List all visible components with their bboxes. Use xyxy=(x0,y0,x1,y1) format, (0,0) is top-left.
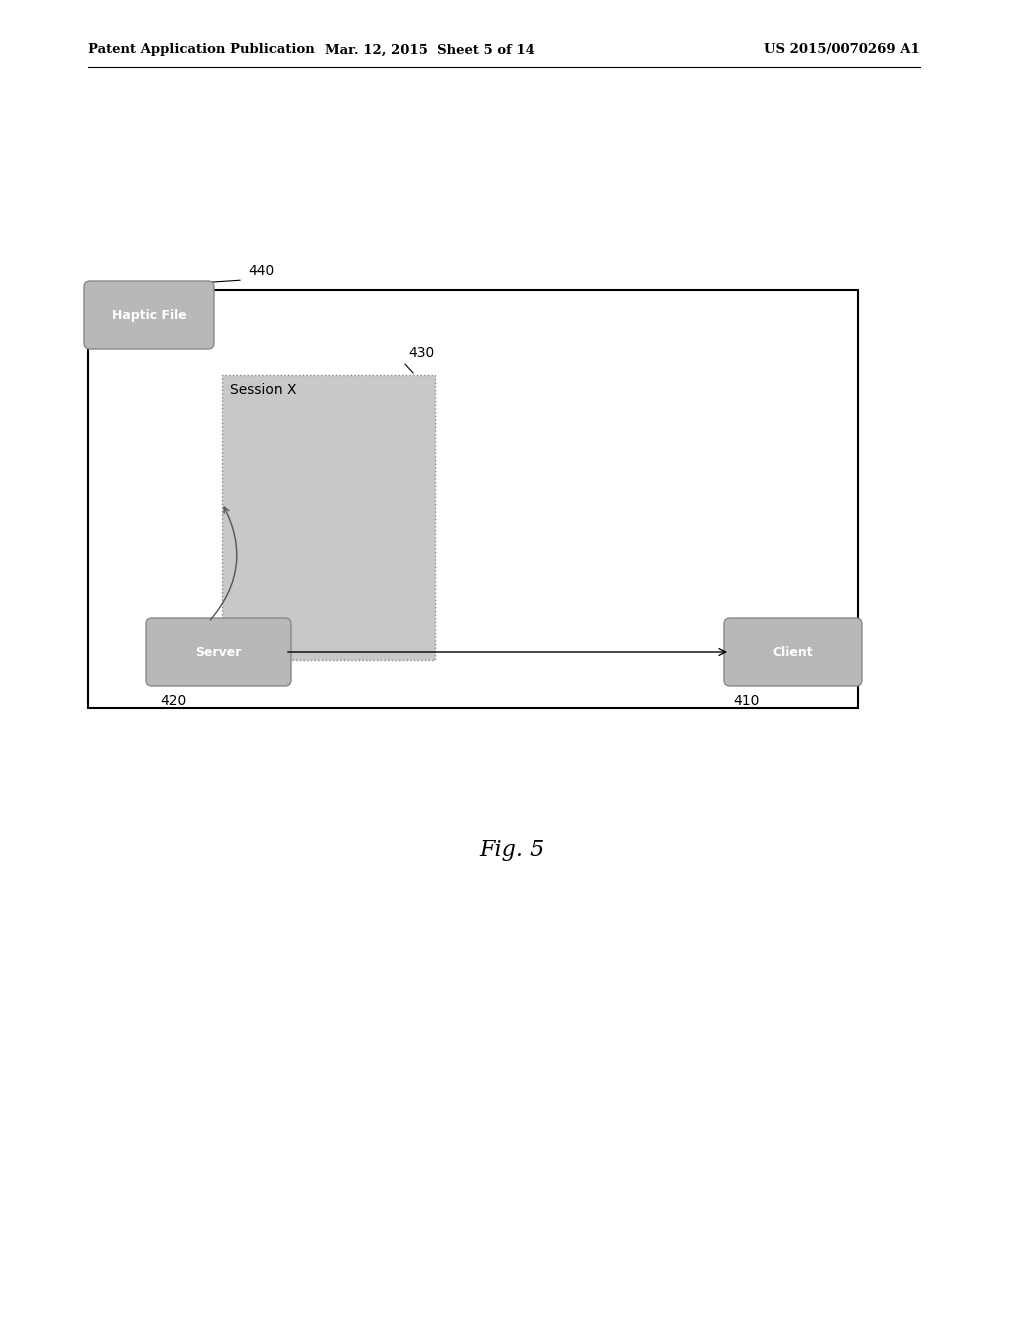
Text: 420: 420 xyxy=(160,694,186,708)
Bar xyxy=(222,375,435,660)
Text: 440: 440 xyxy=(248,264,274,279)
Text: Haptic File: Haptic File xyxy=(112,309,186,322)
FancyArrowPatch shape xyxy=(210,507,237,620)
Text: Patent Application Publication: Patent Application Publication xyxy=(88,44,314,57)
Text: 410: 410 xyxy=(733,694,760,708)
Text: Fig. 5: Fig. 5 xyxy=(479,840,545,861)
FancyBboxPatch shape xyxy=(84,281,214,348)
Text: 430: 430 xyxy=(408,346,434,360)
FancyBboxPatch shape xyxy=(724,618,862,686)
Text: Session X: Session X xyxy=(230,383,297,397)
Bar xyxy=(88,290,858,708)
Text: Client: Client xyxy=(773,645,813,659)
FancyBboxPatch shape xyxy=(146,618,291,686)
Text: US 2015/0070269 A1: US 2015/0070269 A1 xyxy=(764,44,920,57)
Text: Mar. 12, 2015  Sheet 5 of 14: Mar. 12, 2015 Sheet 5 of 14 xyxy=(325,44,535,57)
Text: Server: Server xyxy=(196,645,242,659)
